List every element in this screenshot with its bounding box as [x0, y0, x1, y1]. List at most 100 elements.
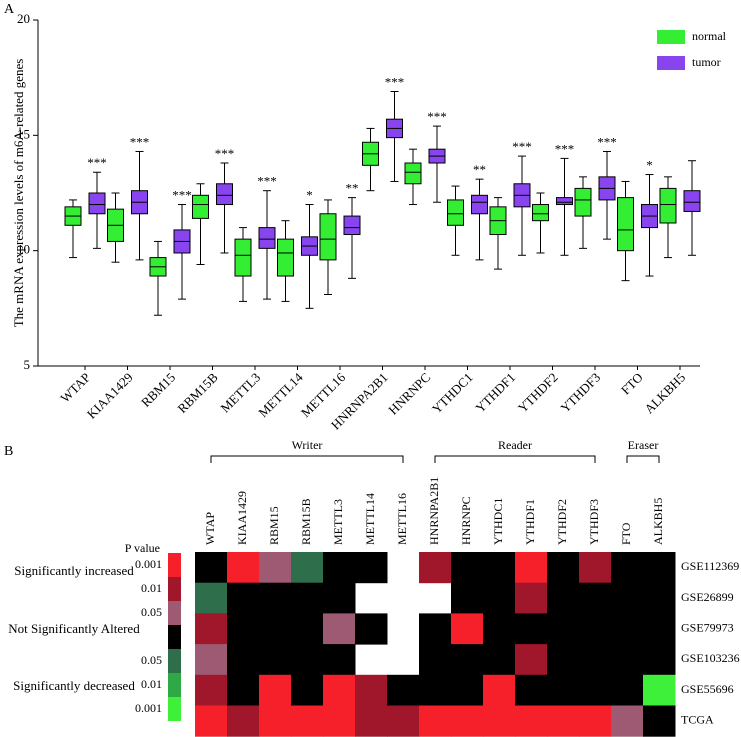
box	[192, 194, 209, 219]
row-label: GSE103236	[681, 651, 740, 665]
group-label: Reader	[498, 438, 532, 452]
heatmap-cell	[227, 613, 260, 645]
heatmap-cell	[643, 705, 676, 737]
legend-label: 0.01	[141, 677, 162, 691]
legend-swatch	[168, 601, 181, 625]
significance: ***	[172, 188, 192, 203]
heatmap-cell	[259, 674, 292, 706]
group-bracket	[626, 455, 660, 463]
heatmap-cell	[259, 644, 292, 676]
significance: ***	[130, 134, 150, 149]
heatmap-cell	[451, 613, 484, 645]
heatmap-cell	[291, 613, 324, 645]
legend-swatch	[657, 30, 685, 44]
heatmap-cell	[387, 674, 420, 706]
row-label: GSE55696	[681, 682, 734, 696]
significance: ***	[87, 155, 107, 170]
heatmap-cell	[355, 552, 388, 584]
heatmap-cell	[547, 552, 580, 584]
heatmap-cell	[451, 552, 484, 584]
heatmap-cell	[515, 582, 548, 614]
heatmap-cell	[547, 613, 580, 645]
significance: ***	[597, 134, 617, 149]
row-label: GSE79973	[681, 621, 734, 635]
heatmap-cell	[419, 613, 452, 645]
heatmap-cell	[291, 705, 324, 737]
box	[404, 162, 422, 185]
row-label: TCGA	[681, 713, 714, 727]
legend-label: 0.05	[141, 653, 162, 667]
heatmap-cell	[515, 552, 548, 584]
heatmap-cell	[451, 674, 484, 706]
heatmap-cell	[419, 705, 452, 737]
box	[216, 183, 233, 206]
group-bracket	[210, 455, 404, 463]
heatmap-cell	[579, 674, 612, 706]
box	[88, 192, 106, 215]
heatmap-cell	[547, 705, 580, 737]
heatmap-cell	[579, 705, 612, 737]
column-label: YTHDC1	[491, 498, 505, 545]
y-tick-label: 15	[17, 126, 30, 141]
column-label: HNRNPA2B1	[427, 477, 441, 545]
box	[617, 197, 634, 252]
heatmap-cell	[323, 674, 356, 706]
column-label: YTHDF3	[587, 499, 601, 545]
heatmap-cell	[483, 582, 516, 614]
box	[574, 187, 592, 217]
row-label: GSE26899	[681, 590, 734, 604]
heatmap-cell	[227, 674, 260, 706]
heatmap-cell	[515, 613, 548, 645]
heatmap-cell	[387, 705, 420, 737]
heatmap-cell	[419, 674, 452, 706]
heatmap-cell	[195, 552, 228, 584]
panel-label: B	[4, 444, 13, 459]
heatmap-cell	[291, 552, 324, 584]
column-label: YTHDF1	[523, 499, 537, 545]
box	[447, 199, 464, 226]
legend-group-label: Significantly decreased	[13, 678, 135, 694]
heatmap-cell	[483, 552, 516, 584]
group-label: Writer	[292, 438, 323, 452]
x-tick-label: KIAA1429	[84, 370, 136, 422]
heatmap-cell	[323, 613, 356, 645]
heatmap-cell	[547, 674, 580, 706]
heatmap-cell	[195, 582, 228, 614]
heatmap-cell	[259, 705, 292, 737]
group-bracket	[434, 455, 596, 463]
column-label: WTAP	[203, 512, 217, 545]
column-label: HNRNPC	[459, 496, 473, 545]
legend-label: 0.05	[141, 605, 162, 619]
panel-label: A	[4, 2, 15, 17]
column-label: ALKBH5	[651, 498, 665, 545]
heatmap-cell	[579, 582, 612, 614]
legend-label: 0.001	[135, 701, 162, 715]
heatmap-cell	[547, 582, 580, 614]
row-label: GSE112369	[681, 559, 739, 573]
box	[277, 238, 294, 277]
x-tick-label: RBM15	[138, 370, 178, 410]
heatmap-cell	[611, 582, 644, 614]
significance: ***	[257, 174, 277, 189]
legend-group-label: Not Significantly Altered	[8, 620, 140, 636]
heatmap-cell	[259, 552, 292, 584]
heatmap-cell	[291, 582, 324, 614]
significance: ***	[512, 139, 532, 154]
x-tick-label: RBM15B	[174, 369, 221, 416]
heatmap-cell	[355, 705, 388, 737]
x-tick-label: METTL14	[255, 369, 306, 420]
box	[659, 187, 677, 224]
significance: **	[346, 181, 359, 196]
box	[532, 204, 549, 222]
column-label: METTL16	[395, 493, 409, 545]
y-tick-label: 10	[17, 242, 30, 257]
legend-swatch	[168, 649, 181, 673]
x-tick-label: WTAP	[57, 370, 93, 406]
legend-label: normal	[692, 29, 727, 43]
x-tick-label: YTHDC1	[429, 370, 476, 417]
column-label: YTHDF2	[555, 499, 569, 545]
legend-title: P value	[125, 541, 160, 555]
heatmap-cell	[643, 613, 676, 645]
legend-swatch	[657, 56, 685, 70]
